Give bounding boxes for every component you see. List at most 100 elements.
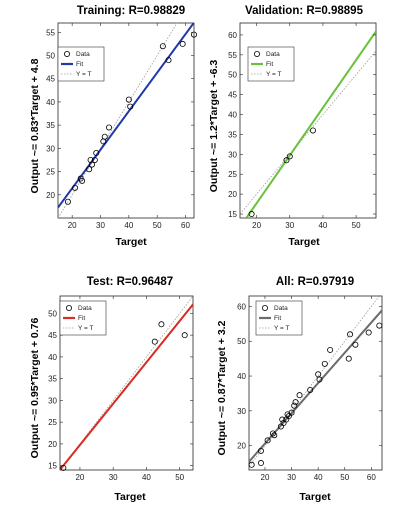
data-point — [283, 157, 290, 164]
x-tick-label: 30 — [96, 221, 105, 230]
legend-label-identity: Y = T — [76, 71, 92, 78]
x-tick-label: 30 — [285, 221, 294, 230]
data-point — [79, 177, 86, 184]
data-point — [307, 386, 314, 393]
data-point — [279, 416, 286, 423]
fit-line — [58, 23, 194, 209]
y-tick-label: 50 — [237, 337, 246, 346]
data-point — [286, 153, 293, 160]
data-point — [376, 322, 383, 329]
y-tick-label: 55 — [228, 51, 237, 60]
y-axis-label-test: Output ~= 0.95*Target + 0.76 — [29, 317, 41, 458]
x-axis-label-validation: Target — [288, 236, 320, 248]
panel-title-validation: Validation: R=0.98895 — [245, 5, 364, 17]
y-tick-label: 40 — [228, 111, 237, 120]
x-tick-label: 20 — [75, 473, 84, 482]
data-point — [127, 103, 134, 110]
x-axis-label-training: Target — [115, 236, 147, 248]
y-tick-label: 30 — [46, 144, 55, 153]
y-tick-label: 35 — [48, 375, 57, 384]
data-point — [296, 392, 303, 399]
y-tick-label: 50 — [48, 309, 57, 318]
data-point — [179, 40, 186, 47]
legend-label-data: Data — [266, 51, 280, 58]
data-point — [292, 399, 299, 406]
y-tick-label: 20 — [228, 190, 237, 199]
legend-label-identity: Y = T — [266, 71, 282, 78]
data-point — [93, 149, 100, 156]
legend-label-fit: Fit — [78, 315, 85, 322]
data-point — [271, 432, 278, 439]
legend-validation: Data Fit Y = T — [247, 46, 295, 82]
y-tick-label: 45 — [48, 331, 57, 340]
x-tick-label: 40 — [314, 473, 323, 482]
x-axis-label-all: Target — [299, 491, 331, 503]
legend-label-data: Data — [274, 305, 288, 312]
x-axis-label-test: Target — [114, 491, 146, 503]
y-tick-label: 20 — [46, 191, 55, 200]
fit-line — [245, 30, 376, 218]
x-tick-label: 20 — [68, 221, 77, 230]
legend-data-marker — [64, 51, 71, 58]
x-tick-label: 30 — [109, 473, 118, 482]
panel-validation: Validation: R=0.98895 Target Output ~= 1… — [208, 5, 377, 248]
y-tick-label: 60 — [237, 302, 246, 311]
y-tick-label: 40 — [46, 98, 55, 107]
panel-test: Test: R=0.96487 Target Output ~= 0.95*Ta… — [29, 276, 194, 503]
legend-data-marker — [253, 51, 260, 58]
data-point — [284, 411, 291, 418]
data-point — [321, 360, 328, 367]
data-point — [159, 43, 166, 50]
legend-label-identity: Y = T — [78, 325, 94, 332]
data-point — [64, 198, 71, 205]
y-tick-label: 45 — [228, 91, 237, 100]
y-tick-label: 15 — [48, 462, 57, 471]
x-tick-label: 60 — [181, 221, 190, 230]
data-point — [151, 338, 158, 345]
data-point — [264, 437, 271, 444]
data-point — [327, 346, 334, 353]
y-tick-label: 30 — [237, 407, 246, 416]
x-tick-label: 20 — [252, 221, 261, 230]
data-point — [291, 402, 298, 409]
data-point — [91, 156, 98, 163]
legend-data-marker — [66, 304, 73, 311]
y-tick-label: 20 — [48, 440, 57, 449]
y-tick-label: 50 — [228, 71, 237, 80]
data-point — [257, 447, 264, 454]
data-point — [288, 409, 295, 416]
data-point — [248, 461, 255, 468]
y-axis-label-validation: Output ~= 1.2*Target + -6.3 — [208, 60, 220, 193]
legend-label-identity: Y = T — [274, 325, 290, 332]
y-tick-label: 55 — [46, 28, 55, 37]
data-point — [316, 376, 323, 383]
panel-training: Training: R=0.98829 Target Output ~= 0.8… — [29, 5, 197, 248]
x-tick-label: 40 — [142, 473, 151, 482]
data-point — [72, 184, 79, 191]
y-tick-label: 40 — [48, 353, 57, 362]
legend-training: Data Fit Y = T — [57, 46, 105, 82]
x-tick-label: 50 — [175, 473, 184, 482]
x-tick-label: 40 — [124, 221, 133, 230]
y-tick-label: 25 — [48, 418, 57, 427]
y-axis-label-all: Output ~= 0.87*Target + 3.2 — [216, 320, 228, 455]
y-tick-label: 40 — [237, 372, 246, 381]
y-tick-label: 30 — [228, 150, 237, 159]
legend-label-fit: Fit — [266, 61, 273, 68]
data-point — [101, 133, 108, 140]
panel-title-all: All: R=0.97919 — [276, 276, 354, 288]
data-point — [309, 127, 316, 134]
x-tick-label: 20 — [261, 473, 270, 482]
data-point — [248, 211, 255, 218]
legend-data-marker — [261, 304, 268, 311]
data-point — [269, 430, 276, 437]
data-point — [345, 355, 352, 362]
legend-label-fit: Fit — [76, 61, 83, 68]
x-tick-label: 50 — [153, 221, 162, 230]
data-point — [352, 341, 359, 348]
data-point — [257, 460, 264, 467]
data-point — [125, 96, 132, 103]
data-point — [60, 464, 67, 471]
identity-line — [239, 50, 377, 215]
